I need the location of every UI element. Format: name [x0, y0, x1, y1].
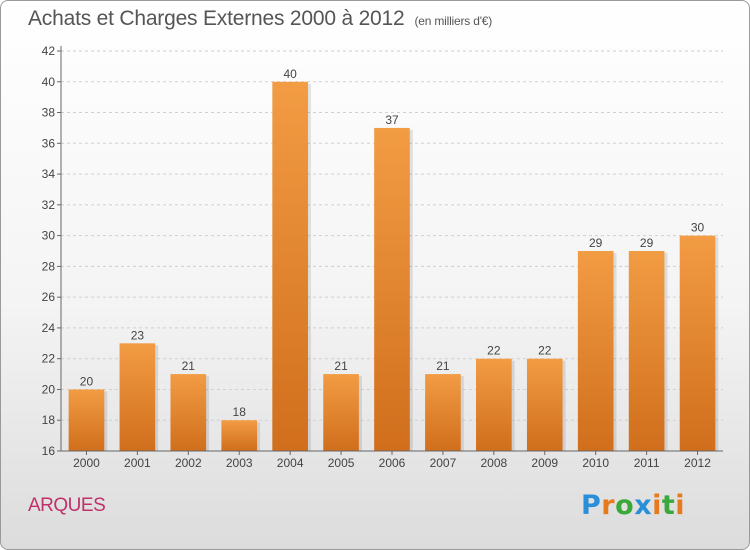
bar-value-label: 20: [80, 374, 94, 388]
x-tick-label: 2009: [531, 456, 558, 470]
data-labels: 20 23 21 18 40 21 37 21 22 22 29 29 30: [80, 67, 705, 419]
y-tick-label: 26: [42, 290, 56, 304]
bar-value-label: 22: [487, 344, 501, 358]
bar-value-label: 23: [131, 328, 145, 342]
chart-title: Achats et Charges Externes 2000 à 2012 (e…: [28, 7, 492, 31]
x-tick-label: 2006: [379, 456, 406, 470]
logo-letter: P: [581, 490, 602, 521]
bar-value-label: 21: [334, 359, 348, 373]
x-tick-label: 2011: [634, 456, 660, 470]
bar[interactable]: [628, 251, 665, 451]
x-tick-label: 2002: [175, 456, 202, 470]
bar-value-label: 18: [233, 405, 247, 419]
y-tick-label: 20: [42, 382, 56, 396]
x-tick-label: 2007: [430, 456, 457, 470]
bar-value-label: 21: [436, 359, 450, 373]
chart-unit: (en milliers d'€): [414, 14, 493, 28]
bar[interactable]: [119, 343, 156, 451]
bar[interactable]: [221, 420, 258, 451]
bar[interactable]: [374, 127, 410, 451]
proxiti-logo[interactable]: Proxiti: [581, 490, 685, 521]
bar-value-label: 22: [538, 344, 552, 358]
x-tick-label: 2012: [684, 456, 711, 470]
bar[interactable]: [170, 374, 207, 451]
logo-letter: t: [661, 490, 676, 521]
y-tick-label: 28: [42, 259, 56, 273]
bar-value-label: 21: [182, 359, 196, 373]
bar-value-label: 29: [589, 236, 603, 250]
y-tick-label: 30: [42, 229, 56, 243]
x-tick-label: 2001: [124, 456, 151, 470]
x-tick-label: 2010: [582, 456, 609, 470]
logo-letter: r: [601, 490, 616, 521]
logo-letter: i: [675, 490, 686, 521]
place-name: ARQUES: [28, 495, 106, 516]
bar[interactable]: [679, 235, 716, 451]
x-tick-label: 2000: [73, 456, 100, 470]
logo-letter: x: [634, 490, 653, 521]
y-tick-label: 36: [42, 136, 56, 150]
bar[interactable]: [323, 374, 359, 451]
y-tick-label: 24: [42, 321, 56, 335]
bar-value-label: 37: [385, 113, 399, 127]
bar-value-label: 30: [691, 221, 705, 235]
x-tick-label: 2008: [480, 456, 507, 470]
y-tick-label: 22: [42, 352, 56, 366]
y-tick-label: 42: [42, 44, 56, 58]
x-tick-label: 2005: [328, 456, 355, 470]
x-tick-label: 2003: [226, 456, 253, 470]
bar[interactable]: [425, 374, 461, 451]
axes: 16 18 20 22 24 26 28 30 32 34 36 38 40 42 2000 2001 2002…: [42, 44, 723, 470]
y-tick-label: 38: [42, 106, 56, 120]
chart-title-text: Achats et Charges Externes 2000 à 2012: [28, 7, 405, 30]
x-tick-label: 2004: [277, 456, 304, 470]
bars: [68, 81, 719, 452]
y-tick-label: 18: [42, 413, 56, 427]
y-tick-label: 16: [42, 444, 56, 458]
bar[interactable]: [577, 251, 614, 451]
bar[interactable]: [68, 389, 105, 451]
logo-letter: o: [615, 490, 635, 521]
logo-letter: i: [652, 490, 662, 521]
bar-value-label: 40: [283, 67, 297, 81]
bar[interactable]: [272, 81, 308, 452]
bar-value-label: 29: [640, 236, 654, 250]
y-tick-label: 40: [42, 75, 56, 89]
y-tick-label: 34: [42, 167, 56, 181]
bar[interactable]: [526, 358, 563, 451]
bar[interactable]: [476, 358, 512, 451]
y-tick-label: 32: [42, 198, 56, 212]
